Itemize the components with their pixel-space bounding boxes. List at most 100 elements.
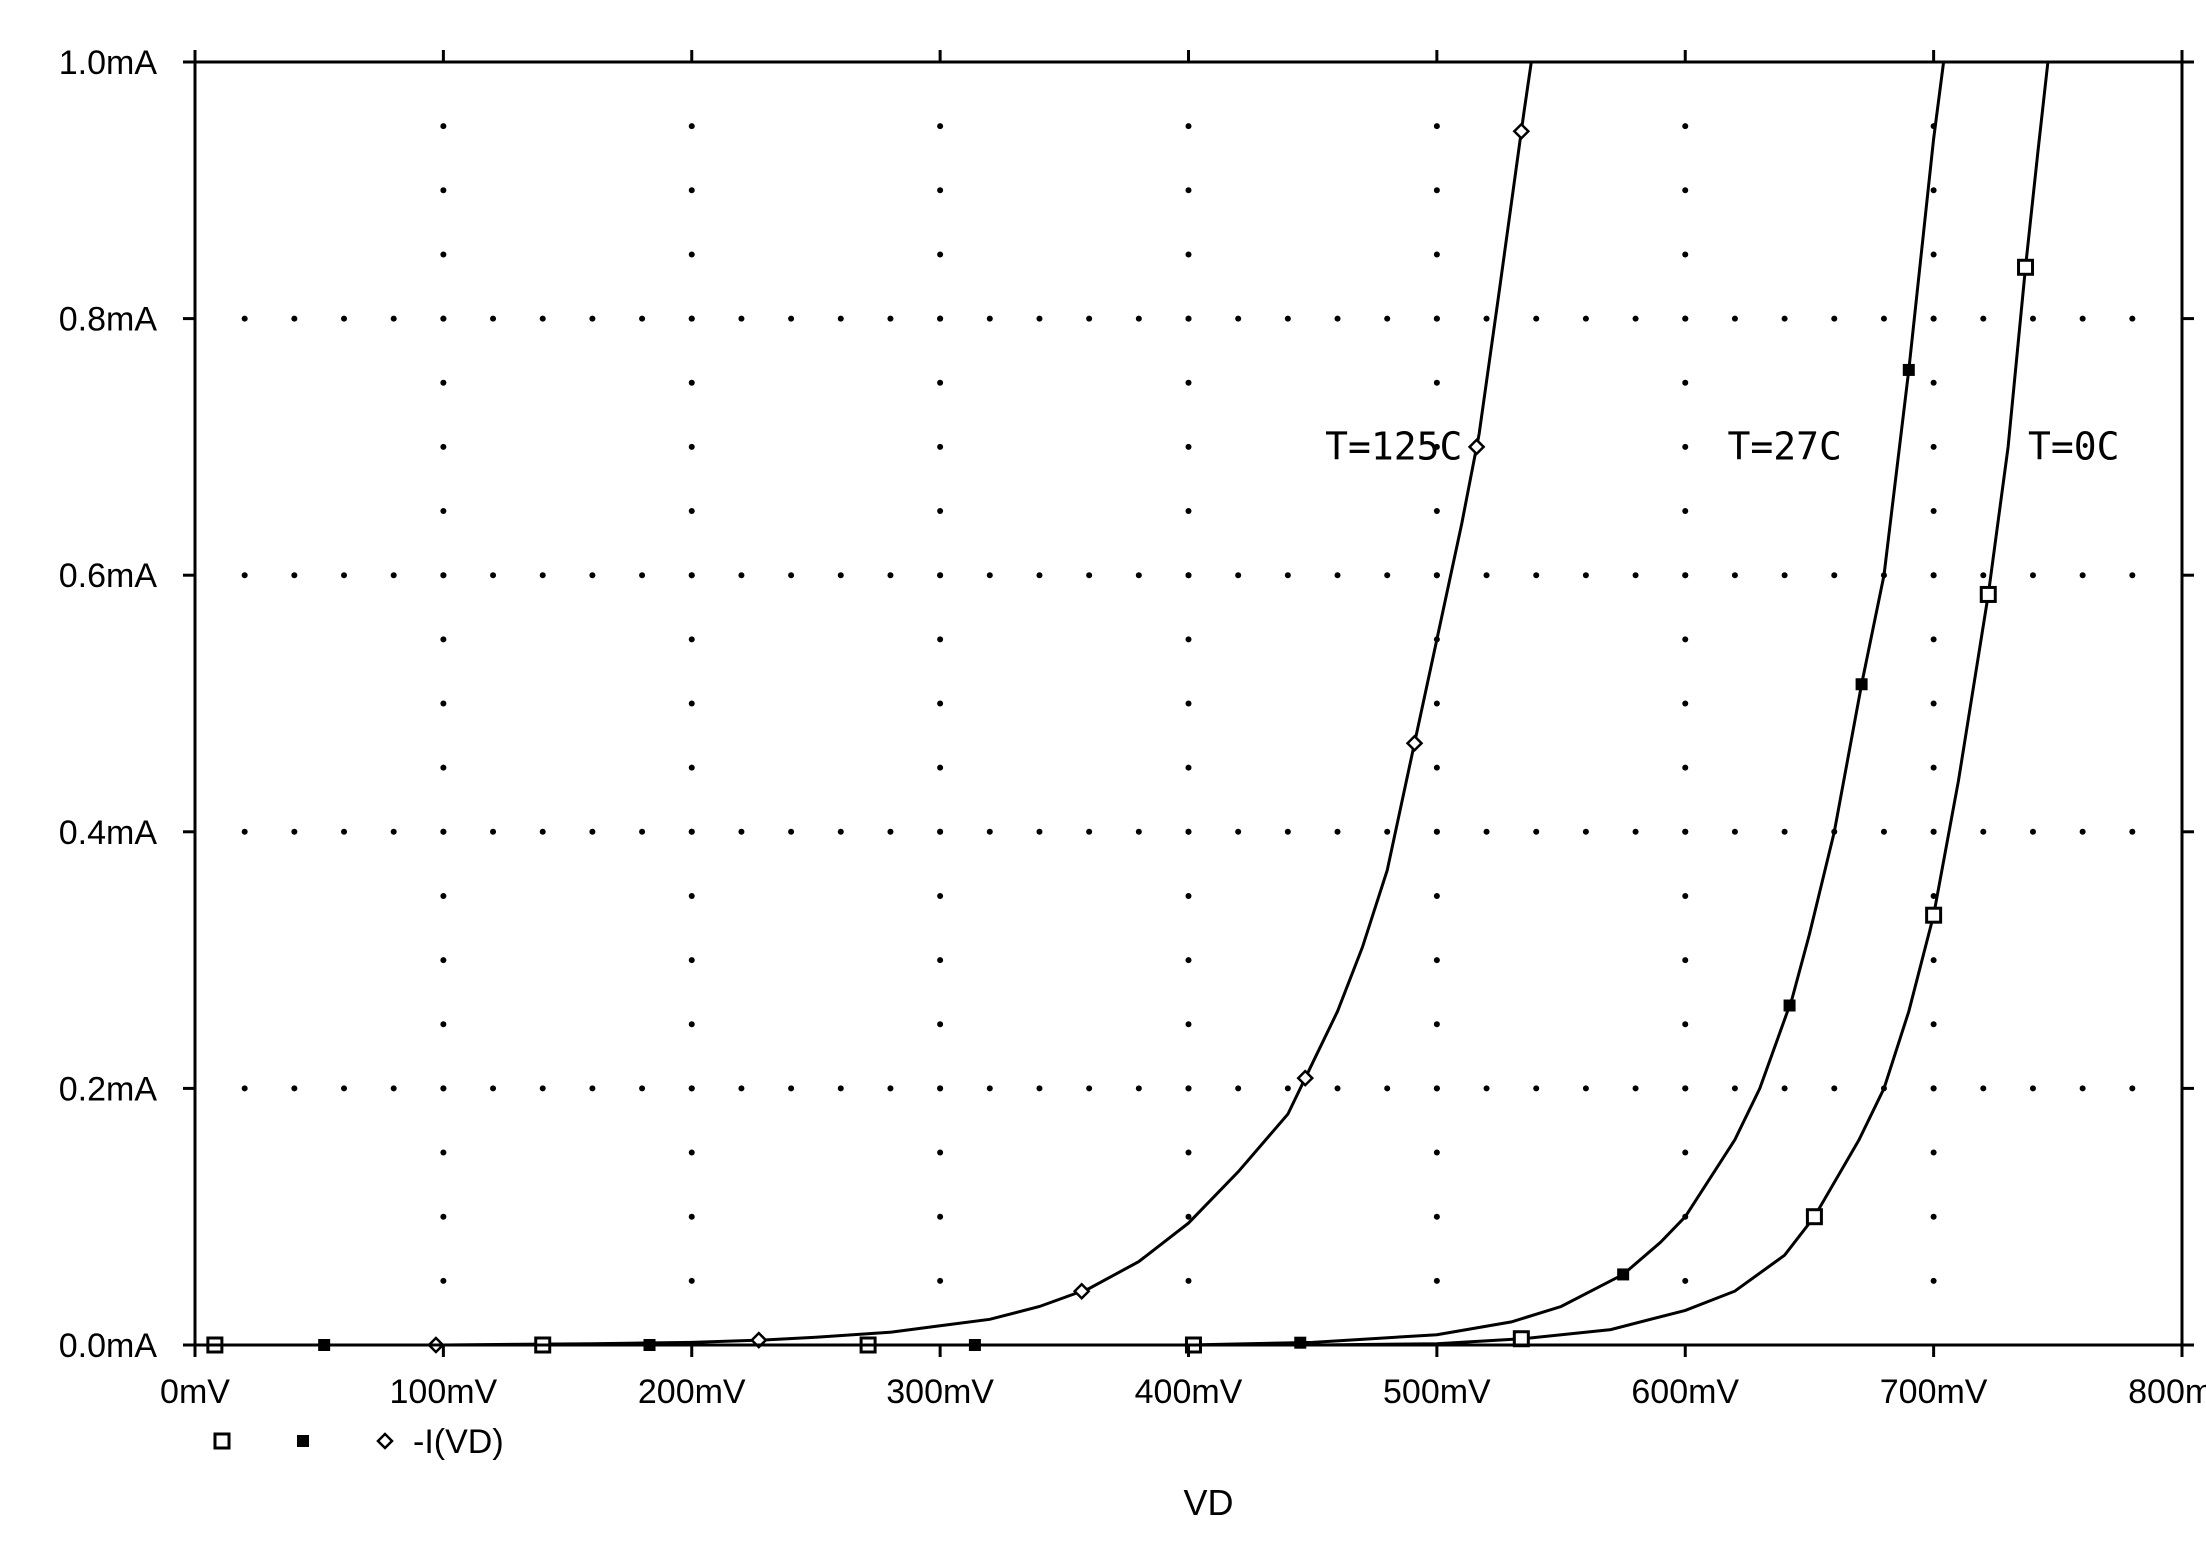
legend: -I(VD) [213, 1423, 504, 1461]
grid-dot [1433, 251, 1440, 258]
grid-dot [241, 1085, 248, 1092]
grid-dot [2129, 1085, 2136, 1092]
grid-dot [1533, 1085, 1540, 1092]
series-2-marker [2017, 258, 2035, 276]
grid-dot [291, 1085, 298, 1092]
grid-dot [937, 315, 944, 322]
grid-dot [1682, 764, 1689, 771]
legend-marker-filled-square [297, 1435, 309, 1447]
grid-dot [1086, 828, 1093, 835]
grid-dot [589, 828, 596, 835]
y-tick-label: 0.2mA [59, 1070, 158, 1108]
grid-dot [837, 572, 844, 579]
series-1-marker [1902, 363, 1915, 376]
grid-dot [937, 379, 944, 386]
grid-dot [1433, 315, 1440, 322]
grid-dot [390, 315, 397, 322]
grid-dot [738, 315, 745, 322]
grid-dot [1185, 508, 1192, 515]
grid-dot [1930, 251, 1937, 258]
grid-dot [1185, 1213, 1192, 1220]
grid-dot [1980, 1085, 1987, 1092]
grid-dot [2079, 1085, 2086, 1092]
grid-dot [688, 1213, 695, 1220]
grid-dot [2029, 315, 2036, 322]
grid-dot [1086, 572, 1093, 579]
grid-dot [1682, 636, 1689, 643]
grid-dot [1185, 251, 1192, 258]
x-tick-label: 500mV [1383, 1373, 1491, 1411]
grid-dot [788, 828, 795, 835]
grid-dot [1433, 892, 1440, 899]
grid-dot [1582, 828, 1589, 835]
grid-dot [2079, 572, 2086, 579]
grid-dot [1284, 1085, 1291, 1092]
grid-dot [1682, 1149, 1689, 1156]
grid-dot [738, 572, 745, 579]
grid-dot [1433, 1213, 1440, 1220]
grid-dot [1582, 1085, 1589, 1092]
grid-dot [1433, 508, 1440, 515]
grid-dot [390, 828, 397, 835]
grid-dot [688, 636, 695, 643]
grid-dot [1682, 508, 1689, 515]
grid-dot [1831, 1085, 1838, 1092]
grid-dot [2129, 828, 2136, 835]
grid-dot [688, 700, 695, 707]
grid-dot [1235, 828, 1242, 835]
grid-dot [440, 379, 447, 386]
grid-dot [1781, 828, 1788, 835]
grid-dot [688, 828, 695, 835]
y-tick-label: 0.8mA [59, 301, 158, 339]
grid-dot [937, 1021, 944, 1028]
grid-dot [1930, 892, 1937, 899]
grid-dot [688, 187, 695, 194]
grid-dot [688, 764, 695, 771]
grid-dot [440, 1213, 447, 1220]
x-tick-label: 400mV [1135, 1373, 1243, 1411]
grid-dot [440, 828, 447, 835]
grid-dot [1682, 892, 1689, 899]
grid-dot [1185, 123, 1192, 130]
grid-dot [1781, 1085, 1788, 1092]
grid-dot [440, 957, 447, 964]
grid-dot [1185, 1021, 1192, 1028]
grid-dot [837, 1085, 844, 1092]
grid-dot [1384, 572, 1391, 579]
grid-dot [1433, 1085, 1440, 1092]
series-0-marker [1296, 1069, 1315, 1087]
grid-dot [1682, 315, 1689, 322]
series-0-marker [1405, 734, 1424, 753]
grid-dot [440, 700, 447, 707]
grid-dot [937, 636, 944, 643]
grid-dot [1880, 828, 1887, 835]
grid-dot [589, 315, 596, 322]
grid-dot [1483, 1085, 1490, 1092]
grid-dot [937, 828, 944, 835]
grid-dot [1930, 508, 1937, 515]
grid-dot [788, 572, 795, 579]
grid-dot [937, 1149, 944, 1156]
series-1-marker [1294, 1336, 1307, 1349]
grid-dot [1433, 1149, 1440, 1156]
grid-dot [1533, 828, 1540, 835]
grid-dot [639, 315, 646, 322]
grid-dot [440, 315, 447, 322]
grid-dot [1930, 957, 1937, 964]
grid-dot [1930, 572, 1937, 579]
grid-dot [1533, 572, 1540, 579]
grid-dot [688, 1085, 695, 1092]
grid-dot [1930, 1213, 1937, 1220]
grid-dot [1433, 1277, 1440, 1284]
grid-dot [1731, 828, 1738, 835]
x-tick-labels: 0mV 100mV 200mV 300mV 400mV 500mV 600mV 700mV 80… [160, 1373, 2206, 1411]
grid-dot [1384, 315, 1391, 322]
grid-dot [937, 508, 944, 515]
grid-dot [1185, 379, 1192, 386]
grid-dot [788, 315, 795, 322]
curve-label: T=0C [2028, 425, 2120, 469]
grid-dot [1185, 892, 1192, 899]
x-axis-title: VD [1183, 1482, 1233, 1523]
series-2-marker [1979, 585, 1997, 603]
grid-dot [688, 443, 695, 450]
